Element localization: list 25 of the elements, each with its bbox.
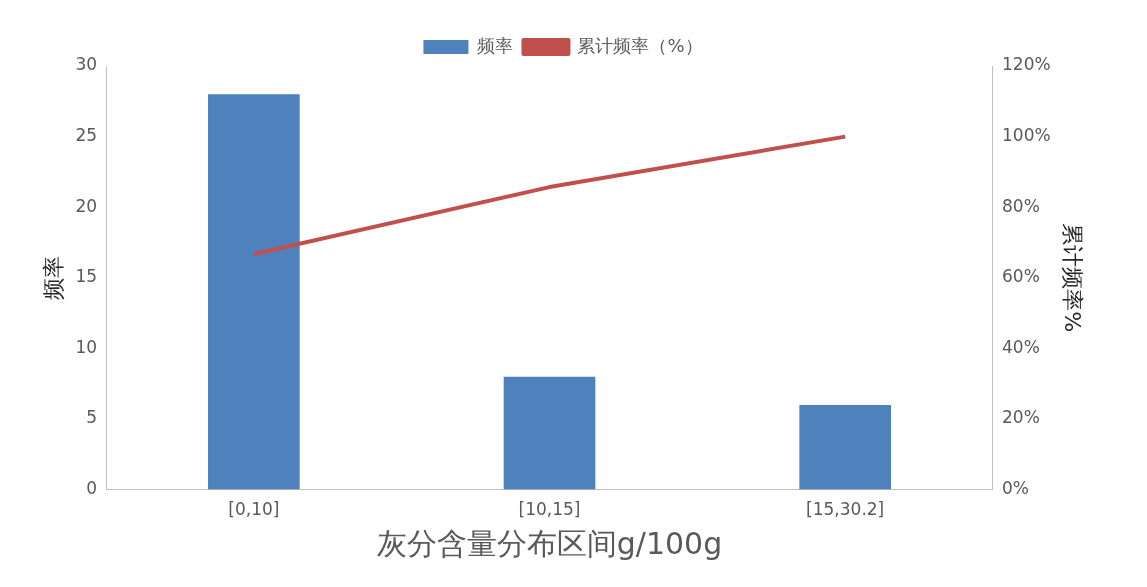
bar <box>799 404 891 490</box>
y-tick-label: 5 <box>86 407 98 428</box>
y-tick-label: 0 <box>86 478 98 499</box>
y-tick-label: 15 <box>75 266 98 287</box>
y2-tick-label: 0% <box>1002 478 1029 499</box>
y-tick-label: 25 <box>75 125 98 146</box>
y-tick-label: 20 <box>75 195 98 216</box>
y-tick-label: 30 <box>75 54 98 75</box>
y2-axis-title: 累计频率% <box>1060 223 1086 333</box>
y2-tick-label: 40% <box>1002 336 1040 357</box>
bar <box>503 376 596 490</box>
y2-tick-label: 80% <box>1002 195 1040 216</box>
x-tick-label: [0,10] <box>228 499 280 520</box>
y-tick-label: 10 <box>75 336 98 357</box>
y-axis-title: 频率 <box>40 255 66 300</box>
y2-tick-label: 60% <box>1002 266 1040 287</box>
bar <box>208 94 300 490</box>
x-tick-label: [15,30.2] <box>806 499 885 520</box>
x-tick-label: [10,15] <box>518 499 581 520</box>
legend-label: 频率 <box>477 34 514 56</box>
y2-tick-label: 100% <box>1002 125 1051 146</box>
y2-tick-label: 20% <box>1002 407 1040 428</box>
y2-tick-label: 120% <box>1002 54 1051 75</box>
legend-label: 累计频率（%） <box>577 34 703 56</box>
x-axis-title: 灰分含量分布区间g/100g <box>376 525 723 561</box>
